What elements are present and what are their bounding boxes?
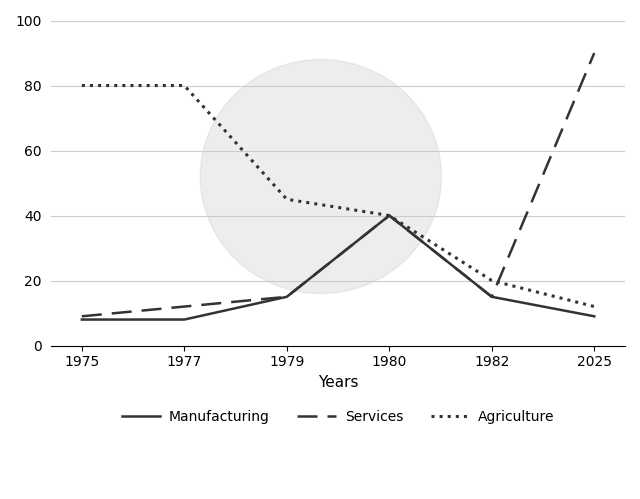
Manufacturing bbox=[591, 313, 598, 319]
Agriculture bbox=[591, 303, 598, 309]
Line: Services: Services bbox=[82, 53, 595, 316]
Manufacturing bbox=[488, 294, 495, 300]
Ellipse shape bbox=[200, 59, 442, 293]
X-axis label: Years: Years bbox=[318, 375, 358, 390]
Line: Manufacturing: Manufacturing bbox=[82, 216, 595, 319]
Services bbox=[283, 294, 291, 300]
Services bbox=[385, 213, 393, 219]
Services bbox=[78, 313, 86, 319]
Manufacturing bbox=[283, 294, 291, 300]
Agriculture bbox=[385, 213, 393, 219]
Services bbox=[180, 303, 188, 309]
Line: Agriculture: Agriculture bbox=[82, 85, 595, 306]
Agriculture bbox=[488, 277, 495, 283]
Agriculture bbox=[283, 196, 291, 202]
Manufacturing bbox=[180, 316, 188, 322]
Legend: Manufacturing, Services, Agriculture: Manufacturing, Services, Agriculture bbox=[116, 405, 560, 430]
Services bbox=[591, 50, 598, 56]
Services bbox=[488, 294, 495, 300]
Manufacturing bbox=[78, 316, 86, 322]
Agriculture bbox=[78, 82, 86, 88]
Agriculture bbox=[180, 82, 188, 88]
Manufacturing bbox=[385, 213, 393, 219]
